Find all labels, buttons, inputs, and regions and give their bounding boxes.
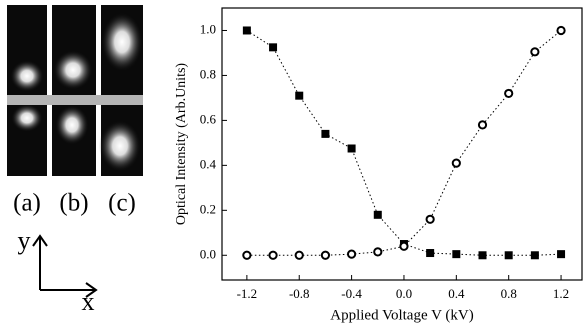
image-panels: (a) (b) (c) bbox=[7, 5, 143, 217]
image-b bbox=[52, 5, 96, 176]
circle-marker bbox=[269, 252, 276, 259]
trend-line bbox=[247, 30, 561, 255]
x-tick-label: 0.0 bbox=[396, 286, 412, 301]
spot bbox=[55, 105, 89, 145]
square-marker bbox=[505, 251, 513, 259]
panel-label: (c) bbox=[108, 190, 136, 217]
x-axis-label: Applied Voltage V (kV) bbox=[330, 307, 473, 323]
square-marker bbox=[452, 250, 460, 258]
divider-band bbox=[7, 95, 143, 105]
circle-marker bbox=[400, 243, 407, 250]
square-marker bbox=[374, 211, 382, 219]
y-tick-label: 0.4 bbox=[200, 156, 217, 171]
spot bbox=[99, 120, 141, 172]
circle-marker bbox=[557, 27, 564, 34]
square-marker bbox=[426, 249, 434, 257]
spot bbox=[11, 104, 43, 132]
x-tick-label: -0.4 bbox=[341, 286, 362, 301]
square-marker bbox=[531, 251, 539, 259]
circle-marker bbox=[505, 90, 512, 97]
x-tick-label: -1.2 bbox=[237, 286, 258, 301]
spot bbox=[10, 60, 44, 92]
panel-label: (b) bbox=[59, 190, 88, 217]
figure: (a) (b) (c) y x -1.2 -0.8 -0.4 0.0 0.4 0.8 1.2… bbox=[0, 0, 586, 327]
y-tick-label: 0.8 bbox=[200, 66, 216, 81]
square-marker bbox=[479, 251, 487, 259]
square-marker bbox=[295, 92, 303, 100]
panel-label: (a) bbox=[13, 190, 41, 217]
circle-marker bbox=[453, 160, 460, 167]
spot bbox=[53, 50, 93, 90]
x-tick-label: -0.8 bbox=[289, 286, 310, 301]
square-marker bbox=[321, 130, 329, 138]
arrow-label: x bbox=[82, 287, 95, 316]
circle-marker bbox=[348, 251, 355, 258]
circle-marker bbox=[322, 252, 329, 259]
x-tick-label: 1.2 bbox=[553, 286, 569, 301]
circle-marker bbox=[479, 121, 486, 128]
circle-marker bbox=[243, 252, 250, 259]
chart: -1.2 -0.8 -0.4 0.0 0.4 0.8 1.2 0.0 0.2 0.4 0.6 0.8 1… bbox=[174, 8, 582, 323]
circle-marker bbox=[374, 248, 381, 255]
arrow-label: y bbox=[18, 226, 31, 255]
circle-marker bbox=[427, 216, 434, 223]
y-tick-label: 0.6 bbox=[200, 111, 217, 126]
circle-marker bbox=[296, 252, 303, 259]
x-tick-label: 0.4 bbox=[448, 286, 465, 301]
x-tick-label: 0.8 bbox=[501, 286, 517, 301]
y-axis-label: Optical Intensity (Arb.Units) bbox=[174, 63, 189, 225]
y-tick-label: 0.2 bbox=[200, 201, 216, 216]
square-marker bbox=[348, 144, 356, 152]
y-tick-label: 1.0 bbox=[200, 21, 216, 36]
y-arrow bbox=[33, 236, 47, 290]
y-tick-label: 0.0 bbox=[200, 246, 216, 261]
circle-marker bbox=[531, 48, 538, 55]
square-marker bbox=[243, 26, 251, 34]
square-marker bbox=[269, 43, 277, 51]
spot bbox=[101, 12, 143, 72]
square-marker bbox=[557, 250, 565, 258]
trend-line bbox=[247, 30, 561, 255]
